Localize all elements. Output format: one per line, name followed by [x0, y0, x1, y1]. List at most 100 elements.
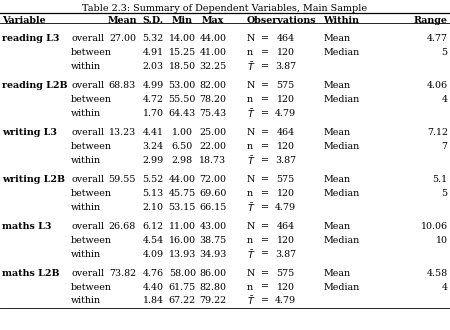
Text: 44.00: 44.00: [199, 34, 226, 44]
Text: $\bar{T}$: $\bar{T}$: [247, 201, 255, 214]
Text: =: =: [261, 81, 270, 90]
Text: Min: Min: [172, 16, 193, 25]
Text: 82.00: 82.00: [199, 81, 226, 90]
Text: 575: 575: [277, 175, 295, 184]
Text: 4.77: 4.77: [427, 34, 448, 44]
Text: $\bar{T}$: $\bar{T}$: [247, 107, 255, 120]
Text: Median: Median: [323, 95, 360, 104]
Text: within: within: [71, 249, 101, 259]
Text: 4.76: 4.76: [143, 269, 163, 278]
Text: 53.15: 53.15: [169, 203, 196, 212]
Text: 4.99: 4.99: [142, 81, 164, 90]
Text: 69.60: 69.60: [199, 189, 226, 198]
Text: 5: 5: [441, 189, 448, 198]
Text: N: N: [247, 175, 255, 184]
Text: 3.24: 3.24: [143, 142, 163, 151]
Text: $\bar{T}$: $\bar{T}$: [247, 294, 255, 308]
Text: 3.87: 3.87: [275, 62, 296, 71]
Text: n: n: [247, 95, 253, 104]
Text: 5: 5: [441, 48, 448, 57]
Text: 4.79: 4.79: [275, 296, 296, 306]
Text: 4: 4: [442, 282, 448, 292]
Text: 86.00: 86.00: [199, 269, 226, 278]
Text: between: between: [71, 282, 112, 292]
Text: 120: 120: [277, 95, 295, 104]
Text: 10.06: 10.06: [421, 222, 448, 231]
Text: 4.91: 4.91: [143, 48, 163, 57]
Text: Variable: Variable: [2, 16, 46, 25]
Text: 15.25: 15.25: [169, 48, 196, 57]
Text: overall: overall: [71, 128, 104, 137]
Text: =: =: [261, 109, 270, 118]
Text: =: =: [261, 95, 270, 104]
Text: =: =: [261, 128, 270, 137]
Text: Median: Median: [323, 189, 360, 198]
Text: 464: 464: [277, 222, 295, 231]
Text: 7.12: 7.12: [427, 128, 448, 137]
Text: =: =: [261, 62, 270, 71]
Text: 27.00: 27.00: [109, 34, 136, 44]
Text: 53.00: 53.00: [169, 81, 196, 90]
Text: Mean: Mean: [108, 16, 137, 25]
Text: writing L2B: writing L2B: [2, 175, 65, 184]
Text: 120: 120: [277, 282, 295, 292]
Text: between: between: [71, 48, 112, 57]
Text: 1.00: 1.00: [172, 128, 193, 137]
Text: 34.93: 34.93: [199, 249, 226, 259]
Text: 4.79: 4.79: [275, 109, 296, 118]
Text: 4.40: 4.40: [143, 282, 163, 292]
Text: 78.20: 78.20: [199, 95, 226, 104]
Text: 16.00: 16.00: [169, 236, 196, 245]
Text: 2.99: 2.99: [142, 156, 164, 165]
Text: =: =: [261, 189, 270, 198]
Text: =: =: [261, 175, 270, 184]
Text: 3.87: 3.87: [275, 249, 296, 259]
Text: 43.00: 43.00: [199, 222, 226, 231]
Text: Median: Median: [323, 48, 360, 57]
Text: within: within: [71, 109, 101, 118]
Text: maths L2B: maths L2B: [2, 269, 60, 278]
Text: 1.84: 1.84: [143, 296, 163, 306]
Text: 10: 10: [436, 236, 448, 245]
Text: Range: Range: [414, 16, 448, 25]
Text: reading L2B: reading L2B: [2, 81, 68, 90]
Text: $\bar{T}$: $\bar{T}$: [247, 248, 255, 261]
Text: 55.50: 55.50: [169, 95, 196, 104]
Text: maths L3: maths L3: [2, 222, 52, 231]
Text: 464: 464: [277, 34, 295, 44]
Text: 4.54: 4.54: [143, 236, 163, 245]
Text: 1.70: 1.70: [143, 109, 163, 118]
Text: 575: 575: [277, 81, 295, 90]
Text: overall: overall: [71, 34, 104, 44]
Text: Max: Max: [202, 16, 224, 25]
Text: within: within: [71, 296, 101, 306]
Text: Mean: Mean: [323, 81, 350, 90]
Text: 120: 120: [277, 48, 295, 57]
Text: 44.00: 44.00: [169, 175, 196, 184]
Text: Median: Median: [323, 282, 360, 292]
Text: between: between: [71, 236, 112, 245]
Text: writing L3: writing L3: [2, 128, 57, 137]
Text: S.D.: S.D.: [143, 16, 163, 25]
Text: 5.1: 5.1: [432, 175, 448, 184]
Text: 25.00: 25.00: [199, 128, 226, 137]
Text: 64.43: 64.43: [169, 109, 196, 118]
Text: 32.25: 32.25: [199, 62, 226, 71]
Text: 18.50: 18.50: [169, 62, 196, 71]
Text: Median: Median: [323, 236, 360, 245]
Text: 6.50: 6.50: [171, 142, 193, 151]
Text: N: N: [247, 269, 255, 278]
Text: =: =: [261, 34, 270, 44]
Text: 61.75: 61.75: [169, 282, 196, 292]
Text: within: within: [71, 156, 101, 165]
Text: 464: 464: [277, 128, 295, 137]
Text: 6.12: 6.12: [143, 222, 163, 231]
Text: 7: 7: [442, 142, 448, 151]
Text: Mean: Mean: [323, 269, 350, 278]
Text: Mean: Mean: [323, 128, 350, 137]
Text: N: N: [247, 81, 255, 90]
Text: 3.87: 3.87: [275, 156, 296, 165]
Text: =: =: [261, 249, 270, 259]
Text: =: =: [261, 296, 270, 306]
Text: 4.09: 4.09: [143, 249, 163, 259]
